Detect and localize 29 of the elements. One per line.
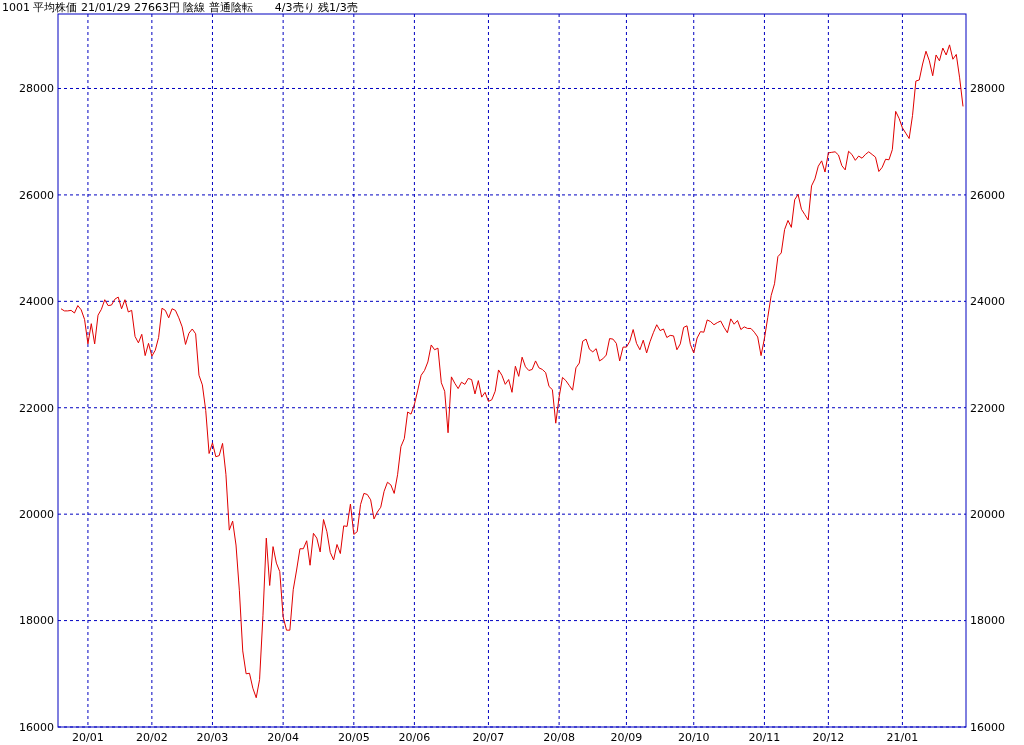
y2-tick-label: 18000: [970, 614, 1005, 628]
x-tick-label: 20/08: [543, 731, 575, 744]
x-tick-label: 20/07: [472, 731, 505, 744]
x-tick-label: 20/03: [196, 731, 229, 744]
y2-tick-label: 22000: [970, 401, 1005, 415]
x-tick-label: 20/06: [398, 731, 431, 744]
y-tick-label: 22000: [19, 401, 54, 415]
x-tick-label: 21/01: [886, 731, 919, 744]
y2-tick-label: 24000: [970, 295, 1005, 309]
y-tick-label: 28000: [19, 82, 54, 96]
x-tick-label: 20/12: [812, 731, 845, 744]
y-tick-label: 24000: [19, 295, 54, 309]
y2-tick-label: 26000: [970, 188, 1005, 202]
y-tick-label: 16000: [19, 720, 54, 734]
x-tick-label: 20/04: [267, 731, 299, 744]
y-tick-label: 26000: [19, 188, 54, 202]
y2-tick-label: 20000: [970, 508, 1005, 522]
y-tick-label: 20000: [19, 508, 54, 522]
x-tick-label: 20/05: [337, 731, 370, 744]
line-series: [60, 44, 964, 699]
x-tick-label: 20/02: [136, 731, 168, 744]
chart-title: 1001 平均株価 21/01/29 27663円 陰線 普通陰転 4/3売り 残1/3売: [2, 1, 358, 14]
y2-tick-label: 16000: [970, 720, 1005, 734]
x-tick-label: 20/09: [610, 731, 643, 744]
x-tick-label: 20/11: [748, 731, 781, 744]
x-tick-label: 20/10: [677, 731, 710, 744]
x-tick-label: 20/01: [72, 731, 104, 744]
y2-tick-label: 28000: [970, 82, 1005, 96]
y-tick-label: 18000: [19, 614, 54, 628]
